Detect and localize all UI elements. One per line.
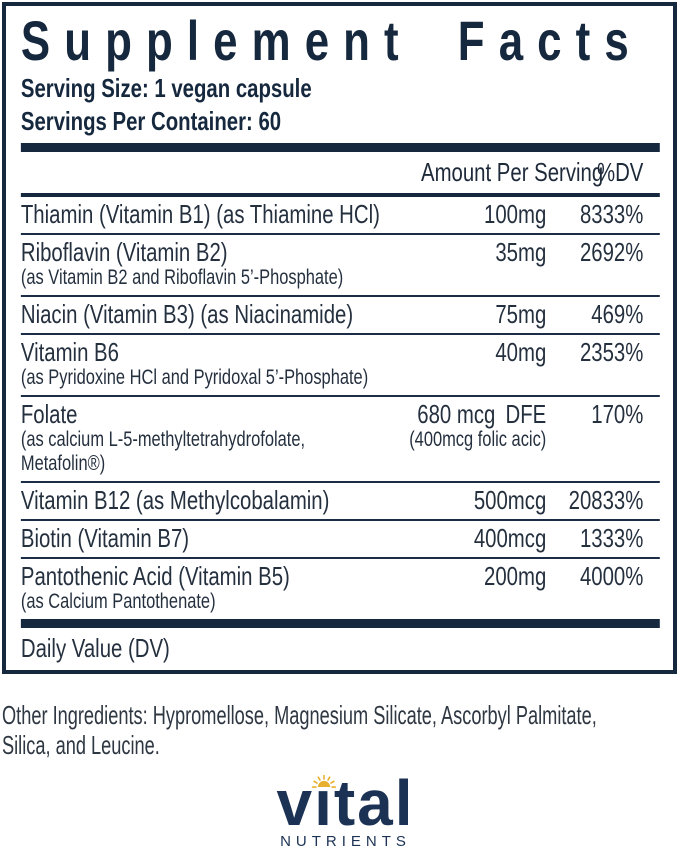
amount-value: 40mg [495,337,547,367]
logo-wordmark: v ıtal [276,771,414,835]
amount-value: 400mcg [473,523,547,553]
daily-value-footnote: Daily Value (DV) [20,633,170,663]
table-row-thiamin: Thiamin (Vitamin B1) (as Thiamine HCl) 1… [20,197,660,235]
nutrient-name: Vitamin B6 [20,337,119,367]
panel-content: Supplement Facts Serving Size: 1 vegan c… [6,6,673,670]
nutrient-source: (as Vitamin B2 and Riboflavin 5’-Phospha… [20,266,344,289]
nutrient-name-cell: Pantothenic Acid (Vitamin B5) (as Calciu… [21,563,421,614]
nutrient-name-cell: Vitamin B6 (as Pyridoxine HCl and Pyrido… [21,339,421,390]
amount-cell: 100mg [421,201,546,228]
thick-divider-bottom [20,619,660,628]
other-ingredients: Other Ingredients: Hypromellose, Magnesi… [2,700,679,760]
serving-info: Serving Size: 1 vegan capsule Servings P… [21,72,660,138]
nutrient-source: (as calcium L-5-methyltetrahydrofolate, [20,428,306,451]
nutrient-name-cell: Riboflavin (Vitamin B2) (as Vitamin B2 a… [21,239,421,290]
logo-letter-i: ı [311,771,337,835]
amount-cell: 500mcg [421,487,546,514]
servings-per-container: Servings Per Container: 60 [20,106,282,136]
nutrient-name: Pantothenic Acid (Vitamin B5) [20,561,290,591]
amount-cell: 40mg [421,339,546,390]
amount-value: 500mcg [473,485,547,515]
brand-logo: v ıtal NUTRIENTS [0,771,679,851]
amount-cell: 35mg [421,239,546,290]
table-row-biotin: Biotin (Vitamin B7) 400mcg 1333% [20,521,660,559]
logo-letter-pre: v [276,767,315,839]
nutrient-source: (as Pyridoxine HCl and Pyridoxal 5’-Phos… [20,366,369,389]
amount-value: 100mg [484,199,547,229]
supplement-facts-panel: Supplement Facts Serving Size: 1 vegan c… [2,2,677,674]
logo-letter-post: tal [333,767,415,839]
header-spacer [21,159,421,186]
table-header-row: Amount Per Serving %DV [20,152,660,197]
table-row-folate: Folate (as calcium L-5-methyltetrahydrof… [20,397,660,483]
nutrient-source: (as Calcium Pantothenate) [20,590,216,613]
amount-cell: 75mg [421,301,546,328]
dv-value: 8333% [579,199,644,229]
dv-value: 2353% [579,337,644,367]
nutrient-name: Niacin (Vitamin B3) (as Niacinamide) [20,299,354,329]
amount-value: 35mg [495,237,547,267]
panel-title: Supplement Facts [20,9,643,72]
sun-icon [311,774,337,788]
nutrient-name-cell: Niacin (Vitamin B3) (as Niacinamide) [21,301,421,328]
table-row-vitamin-b6: Vitamin B6 (as Pyridoxine HCl and Pyrido… [20,335,660,397]
other-ingredients-line1: Other Ingredients: Hypromellose, Magnesi… [2,700,597,730]
amount-cell: 400mcg [421,525,546,552]
amount-cell: 200mg [421,563,546,614]
table-row-riboflavin: Riboflavin (Vitamin B2) (as Vitamin B2 a… [20,235,660,297]
nutrient-name: Vitamin B12 (as Methylcobalamin) [20,485,330,515]
table-row-niacin: Niacin (Vitamin B3) (as Niacinamide) 75m… [20,297,660,335]
dv-value: 4000% [579,561,644,591]
table-row-pantothenic-acid: Pantothenic Acid (Vitamin B5) (as Calciu… [21,559,660,619]
amount-secondary: (400mcg folic acic) [409,428,547,451]
header-percent-dv: %DV [596,157,644,187]
nutrient-name: Riboflavin (Vitamin B2) [20,237,228,267]
nutrient-name-cell: Thiamin (Vitamin B1) (as Thiamine HCl) [21,201,421,228]
amount-value: 680 mcg DFE [417,399,547,429]
nutrient-name-cell: Folate (as calcium L-5-methyltetrahydrof… [21,401,421,476]
nutrient-table: Thiamin (Vitamin B1) (as Thiamine HCl) 1… [20,197,660,619]
table-row-vitamin-b12: Vitamin B12 (as Methylcobalamin) 500mcg … [20,483,660,521]
thick-divider-top [20,143,660,152]
vital-nutrients-logo: v ıtal NUTRIENTS [276,771,414,850]
nutrient-name: Folate [20,399,78,429]
nutrient-name: Thiamin (Vitamin B1) (as Thiamine HCl) [20,199,380,229]
amount-value: 200mg [484,561,547,591]
dv-value: 20833% [568,485,644,515]
dv-value: 170% [591,399,644,429]
logo-subtext: NUTRIENTS [280,833,411,850]
amount-value: 75mg [495,299,547,329]
header-amount-per-serving: Amount Per Serving [420,157,604,187]
nutrient-source-line2: Metafolin®) [20,452,106,475]
dv-value: 2692% [579,237,644,267]
nutrient-name-cell: Vitamin B12 (as Methylcobalamin) [21,487,421,514]
amount-cell: 680 mcg DFE (400mcg folic acic) [409,401,546,476]
dv-value: 1333% [579,523,644,553]
other-ingredients-line2: Silica, and Leucine. [2,730,160,760]
nutrient-name: Biotin (Vitamin B7) [20,523,190,553]
dv-value: 469% [591,299,644,329]
serving-size: Serving Size: 1 vegan capsule [20,73,312,103]
nutrient-name-cell: Biotin (Vitamin B7) [21,525,421,552]
